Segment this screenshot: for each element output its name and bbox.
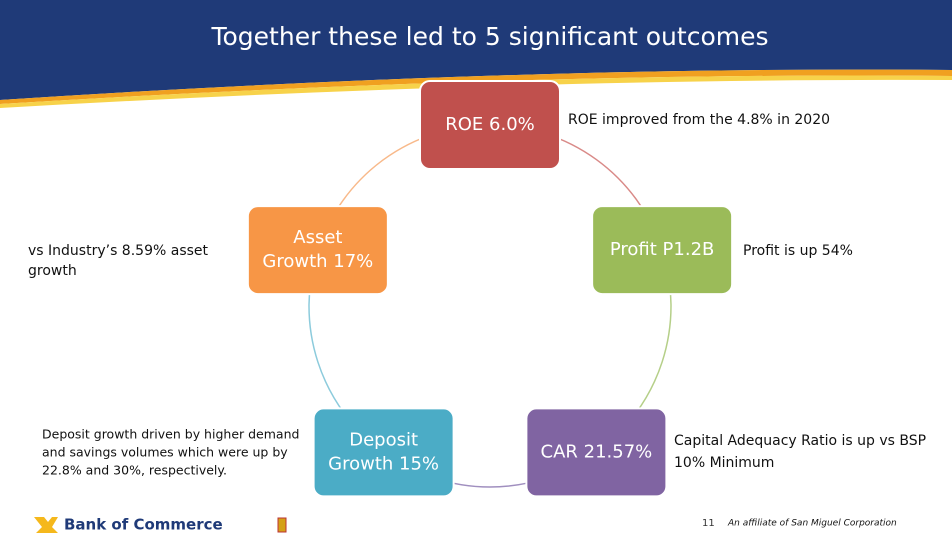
outcome-box [525,407,668,498]
outcome-box [419,80,561,170]
cycle-diagram: ROE 6.0% ROE improved from the 4.8% in 20… [28,80,926,498]
outcome-note: growth [28,263,77,279]
outcome-label: Deposit [349,429,418,450]
outcome-box [312,407,455,498]
header-swoosh [0,69,952,104]
affiliate: An affiliate of San Miguel Corporation [727,519,897,529]
logo-icon [34,517,58,533]
outcome-note: 10% Minimum [674,455,774,471]
slide-title: Together these led to 5 significant outc… [210,22,768,51]
brand-name: Bank of Commerce [64,516,223,534]
brand-logo: Bank of Commerce [34,516,287,534]
outcome-label: CAR 21.57% [541,441,653,462]
outcome-note: vs Industry’s 8.59% asset [28,243,209,259]
outcome-label: ROE 6.0% [445,114,535,135]
outcome-note: 22.8% and 30%, respectively. [42,463,227,478]
outcome-note: ROE improved from the 4.8% in 2020 [568,112,830,128]
outcome-note: Profit is up 54% [743,243,853,259]
outcome-label: Asset [293,227,342,248]
outcome-note: and savings volumes which were up by [42,445,288,460]
page-number: 11 [702,518,715,529]
header-band [0,0,952,100]
outcome-label: Growth 17% [262,251,373,272]
outcome-label: Profit P1.2B [610,239,715,260]
outcome-note: Capital Adequacy Ratio is up vs BSP [674,433,926,449]
outcome-label: Growth 15% [328,453,439,474]
logo-seal [277,517,287,533]
outcome-box [591,205,734,296]
outcome-note: Deposit growth driven by higher demand [42,427,299,442]
outcome-box [246,205,389,296]
